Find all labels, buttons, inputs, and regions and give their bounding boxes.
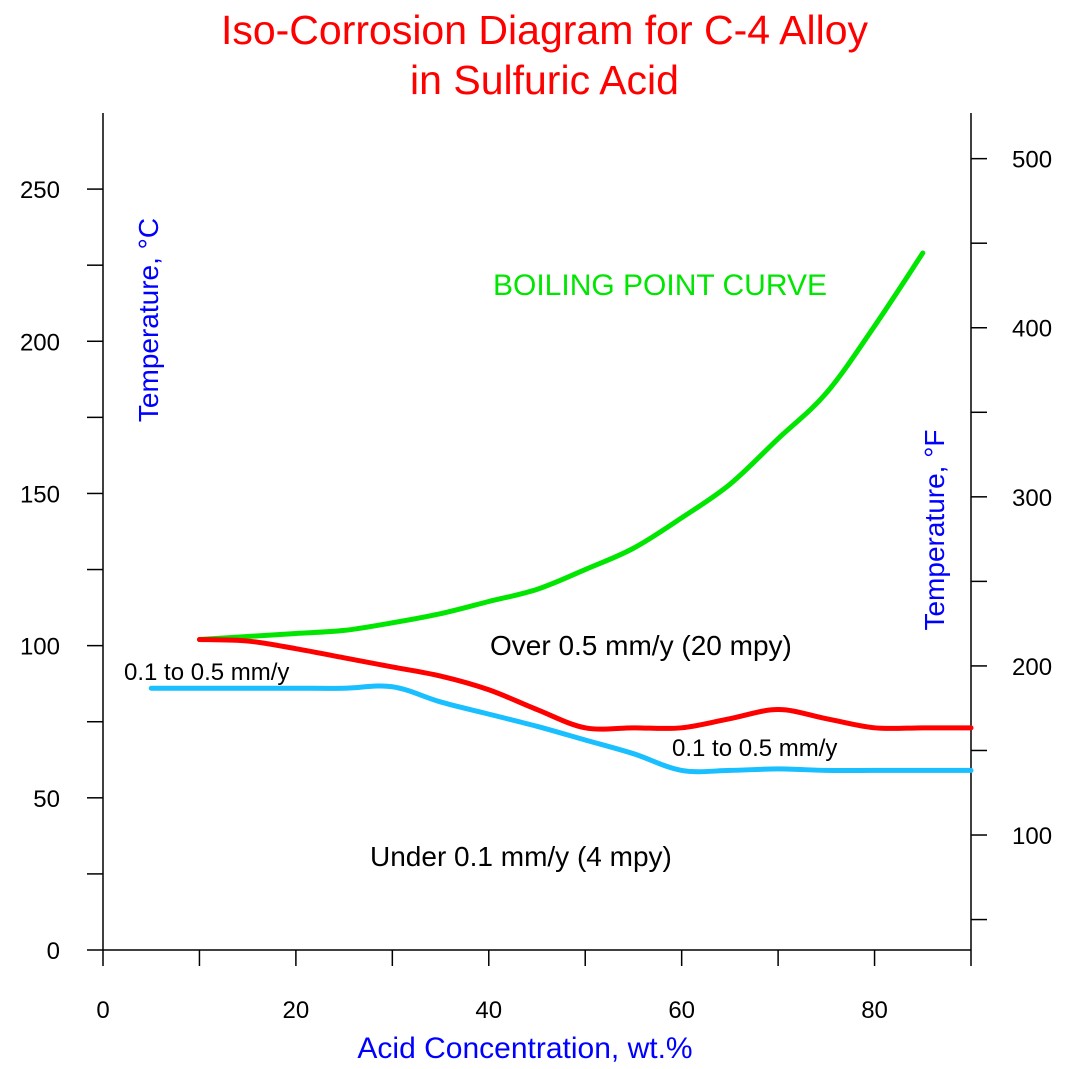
- y2-tick-label: 100: [1012, 823, 1052, 850]
- x-axis-label: Acid Concentration, wt.%: [357, 1032, 692, 1065]
- x-tick-label: 40: [475, 997, 502, 1024]
- plot-frame: [102, 113, 972, 951]
- boiling-point-curve: [196, 250, 926, 643]
- series-group: [148, 250, 974, 775]
- annotation-boiling-point-curve: BOILING POINT CURVE: [493, 269, 827, 302]
- iso-corrosion-0-1-line: [148, 683, 974, 775]
- y-tick-label: 100: [20, 634, 60, 661]
- x-axis: 0 20 40 60 80: [96, 950, 972, 1024]
- y2-tick-label: 200: [1012, 654, 1052, 681]
- y-tick-label: 150: [20, 481, 60, 508]
- y-tick-label: 0: [47, 938, 60, 965]
- y2-tick-label: 500: [1012, 147, 1052, 174]
- y-axis-label-celsius: Temperature, °C: [133, 218, 164, 422]
- left-y-axis: 0 50 100 150 200 250: [20, 177, 103, 965]
- y2-tick-label: 400: [1012, 316, 1052, 343]
- y-tick-label: 50: [33, 786, 60, 813]
- y-tick-label: 250: [20, 177, 60, 204]
- x-tick-label: 80: [861, 997, 888, 1024]
- annotation-0-1-to-0-5-left: 0.1 to 0.5 mm/y: [124, 659, 289, 686]
- iso-corrosion-0-5-line: [196, 637, 974, 732]
- y2-axis-label-fahrenheit: Temperature, °F: [919, 429, 950, 630]
- x-tick-label: 60: [668, 997, 695, 1024]
- chart-title-line-2: in Sulfuric Acid: [410, 57, 679, 103]
- right-y-axis: 100 200 300 400 500: [971, 147, 1052, 921]
- annotation-under-0-1: Under 0.1 mm/y (4 mpy): [370, 841, 672, 872]
- annotation-0-1-to-0-5-right: 0.1 to 0.5 mm/y: [672, 735, 837, 762]
- x-tick-label: 20: [283, 997, 310, 1024]
- y2-tick-label: 300: [1012, 485, 1052, 512]
- y-tick-label: 200: [20, 329, 60, 356]
- x-tick-label: 0: [96, 997, 109, 1024]
- annotation-over-0-5: Over 0.5 mm/y (20 mpy): [490, 630, 792, 661]
- chart-title-line-1: Iso-Corrosion Diagram for C-4 Alloy: [220, 7, 869, 53]
